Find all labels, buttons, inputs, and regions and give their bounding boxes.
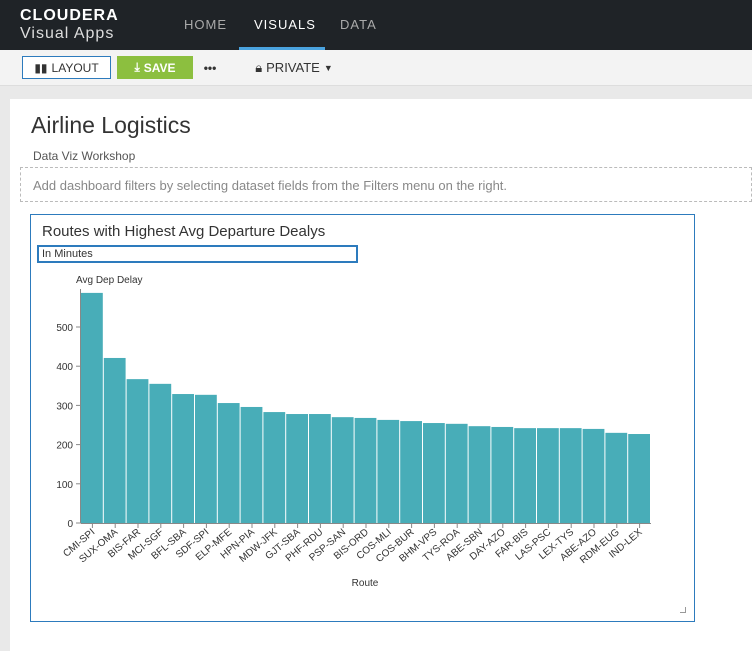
download-icon: ⤓ (134, 60, 140, 74)
bar-HPN-PIA (240, 406, 263, 523)
bar-BHM-VPS (423, 423, 445, 523)
y-tick-label: 200 (56, 441, 73, 452)
visual-title[interactable]: Routes with Highest Avg Departure Dealys (42, 223, 326, 240)
bar-SUX-OMA (103, 357, 126, 523)
visibility-label: PRIVATE (266, 60, 320, 75)
bar-SDF-SPI (195, 394, 217, 523)
y-tick-label: 100 (56, 480, 73, 491)
bar-COS-MLI (377, 419, 400, 523)
y-tick-label: 400 (56, 362, 73, 373)
dashboard-subtitle[interactable]: Data Viz Workshop (33, 149, 136, 163)
resize-handle[interactable] (680, 607, 686, 613)
caret-down-icon: ▼ (323, 62, 333, 73)
bar-ABE-AZO (582, 428, 605, 523)
bar-LAS-PSC (537, 428, 559, 523)
nav-visuals[interactable]: VISUALS (254, 17, 316, 32)
bar-DAY-AZO (491, 426, 514, 523)
save-label: SAVE (143, 60, 176, 75)
bar-IND-LEX (628, 434, 650, 523)
nav-data[interactable]: DATA (340, 17, 377, 32)
bar-MCI-SGF (149, 383, 172, 523)
dashboard-title[interactable]: Airline Logistics (31, 112, 191, 138)
bar-PHF-RDU (309, 414, 331, 523)
bar-COS-BUR (400, 421, 422, 523)
top-nav: CLOUDERA Visual Apps HOME VISUALS DATA (0, 0, 752, 51)
bar-RDM-EUG (605, 432, 628, 523)
y-tick-label: 500 (56, 323, 73, 334)
bar-BIS-ORD (354, 417, 377, 523)
bar-TYS-ROA (445, 423, 468, 523)
bar-ABE-SBN (468, 426, 491, 523)
y-tick-label: 300 (56, 401, 73, 412)
visibility-dropdown[interactable]: 🔒︎ PRIVATE ▼ (252, 56, 336, 79)
visual-card[interactable]: Routes with Highest Avg Departure Dealys… (30, 214, 695, 622)
bar-PSP-SAN (331, 417, 354, 523)
bar-BIS-FAR (126, 379, 149, 523)
brand-logo: CLOUDERA (20, 7, 119, 24)
visual-subtitle-input[interactable]: In Minutes (37, 245, 358, 263)
y-tick-label: 0 (67, 519, 73, 530)
x-axis-label: Route (352, 578, 379, 589)
bar-BFL-SBA (172, 394, 194, 523)
lock-icon: 🔒︎ (255, 59, 263, 75)
bar-LEX-TYS (559, 428, 582, 523)
bar-chart: Avg Dep Delay0100200300400500CMI-SPISUX-… (56, 275, 651, 589)
more-button[interactable]: ••• (203, 60, 217, 75)
active-tab-indicator (239, 47, 325, 51)
save-button[interactable]: ⤓ SAVE (117, 56, 193, 79)
layout-icon: ▮▮ (34, 60, 48, 75)
y-axis-label: Avg Dep Delay (76, 275, 143, 286)
bar-CMI-SPI (81, 292, 103, 523)
bar-ELP-MFE (217, 403, 240, 523)
layout-button[interactable]: ▮▮ LAYOUT (22, 56, 111, 79)
layout-label: LAYOUT (51, 60, 99, 75)
bar-FAR-BIS (514, 428, 536, 523)
filters-dropzone[interactable]: Add dashboard filters by selecting datas… (20, 167, 752, 202)
bar-MDW-JFK (263, 412, 286, 523)
bar-GJT-SBA (286, 414, 308, 523)
toolbar: ▮▮ LAYOUT ⤓ SAVE ••• 🔒︎ PRIVATE ▼ (0, 50, 752, 86)
nav-home[interactable]: HOME (184, 17, 227, 32)
product-name: Visual Apps (20, 25, 115, 42)
